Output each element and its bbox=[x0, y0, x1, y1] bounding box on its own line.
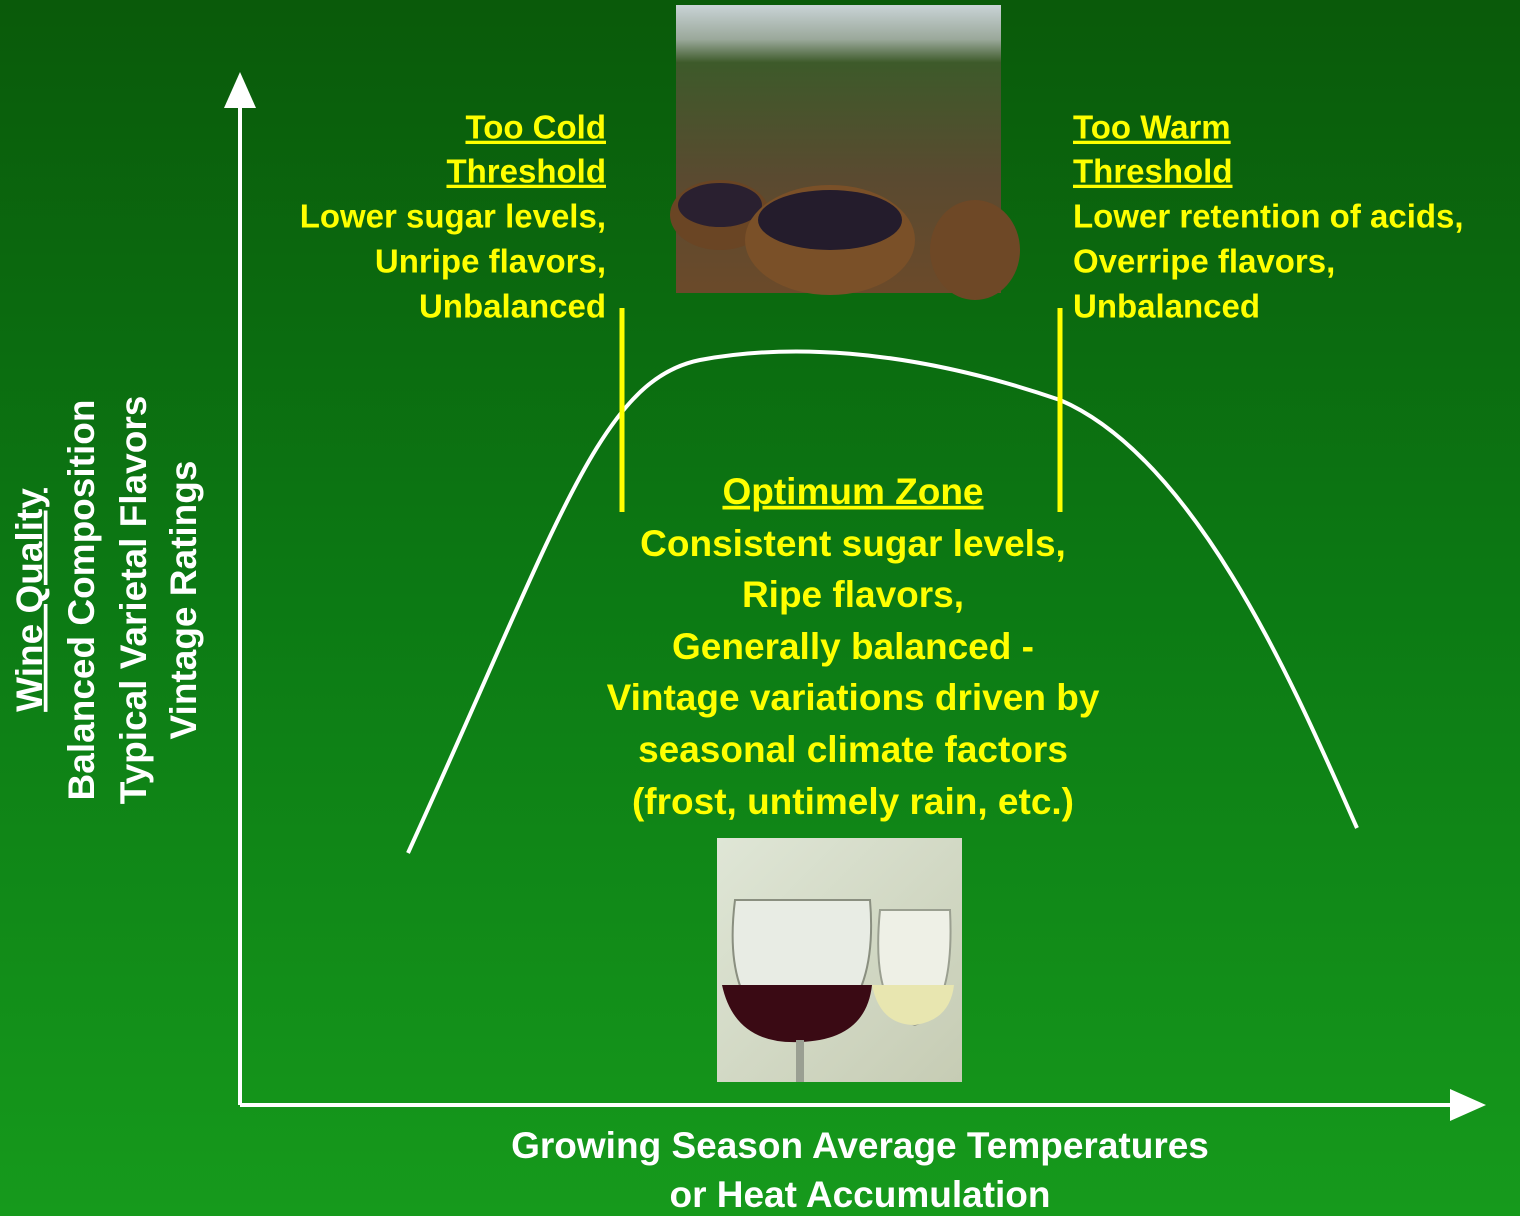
slide: Wine Quality Balanced Composition Typica… bbox=[0, 0, 1520, 1216]
label-line: or Heat Accumulation bbox=[669, 1174, 1050, 1215]
text-line: Overripe flavors, bbox=[1073, 243, 1335, 280]
text-line: Consistent sugar levels, bbox=[640, 523, 1066, 564]
text-line: Vintage variations driven by bbox=[607, 677, 1100, 718]
text-line: Too Cold bbox=[465, 109, 606, 146]
text-line: Lower retention of acids, bbox=[1073, 198, 1464, 235]
vineyard-photo bbox=[670, 5, 1020, 300]
text-line: Optimum Zone bbox=[722, 471, 983, 512]
text-line: Unbalanced bbox=[1073, 288, 1260, 325]
text-line: Generally balanced - bbox=[672, 626, 1034, 667]
text-line: Threshold bbox=[1073, 153, 1233, 190]
label-line: Wine Quality bbox=[9, 488, 50, 712]
text-line: Threshold bbox=[446, 153, 606, 190]
optimum-zone-text: Optimum Zone Consistent sugar levels, Ri… bbox=[607, 471, 1100, 822]
text-line: (frost, untimely rain, etc.) bbox=[632, 781, 1074, 822]
text-line: Lower sugar levels, bbox=[300, 198, 606, 235]
text-line: Ripe flavors, bbox=[742, 574, 964, 615]
label-line: Balanced Composition bbox=[61, 400, 102, 801]
wine-glass-photo bbox=[717, 838, 962, 1082]
label-line: Growing Season Average Temperatures bbox=[511, 1125, 1209, 1166]
text-line: Too Warm bbox=[1073, 109, 1231, 146]
text-line: seasonal climate factors bbox=[638, 729, 1068, 770]
label-line: Vintage Ratings bbox=[163, 461, 204, 740]
label-line: Typical Varietal Flavors bbox=[113, 396, 154, 805]
text-line: Unripe flavors, bbox=[375, 243, 606, 280]
text-line: Unbalanced bbox=[419, 288, 606, 325]
